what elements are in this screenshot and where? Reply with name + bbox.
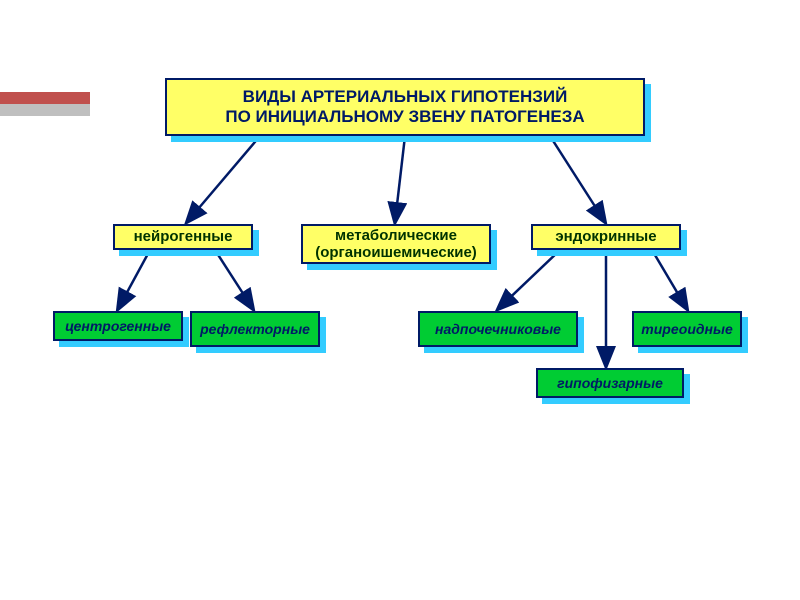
neuro-box: нейрогенные (113, 224, 253, 250)
reflex-box: рефлекторные (190, 311, 320, 347)
endo-label: эндокринные (555, 228, 656, 245)
title-line2: ПО ИНИЦИАЛЬНОМУ ЗВЕНУ ПАТОГЕНЕЗА (225, 107, 584, 127)
endo-box: эндокринные (531, 224, 681, 250)
accent-bar-red (0, 92, 90, 104)
diagram-stage: ВИДЫ АРТЕРИАЛЬНЫХ ГИПОТЕНЗИЙ ПО ИНИЦИАЛЬ… (0, 0, 800, 600)
title-box: ВИДЫ АРТЕРИАЛЬНЫХ ГИПОТЕНЗИЙ ПО ИНИЦИАЛЬ… (165, 78, 645, 136)
adrenal-box: надпочечниковые (418, 311, 578, 347)
metab-label1: метаболические (335, 227, 457, 244)
thyroid-box: тиреоидные (632, 311, 742, 347)
reflex-label: рефлекторные (200, 321, 310, 337)
metab-box: метаболические (органоишемические) (301, 224, 491, 264)
metab-label2: (органоишемические) (315, 244, 477, 261)
adrenal-label: надпочечниковые (435, 321, 561, 337)
centro-label: центрогенные (65, 318, 171, 334)
accent-bar-grey (0, 104, 90, 116)
pituit-box: гипофизарные (536, 368, 684, 398)
neuro-label: нейрогенные (134, 228, 233, 245)
thyroid-label: тиреоидные (641, 321, 732, 337)
title-line1: ВИДЫ АРТЕРИАЛЬНЫХ ГИПОТЕНЗИЙ (243, 87, 568, 107)
centro-box: центрогенные (53, 311, 183, 341)
pituit-label: гипофизарные (557, 375, 663, 391)
